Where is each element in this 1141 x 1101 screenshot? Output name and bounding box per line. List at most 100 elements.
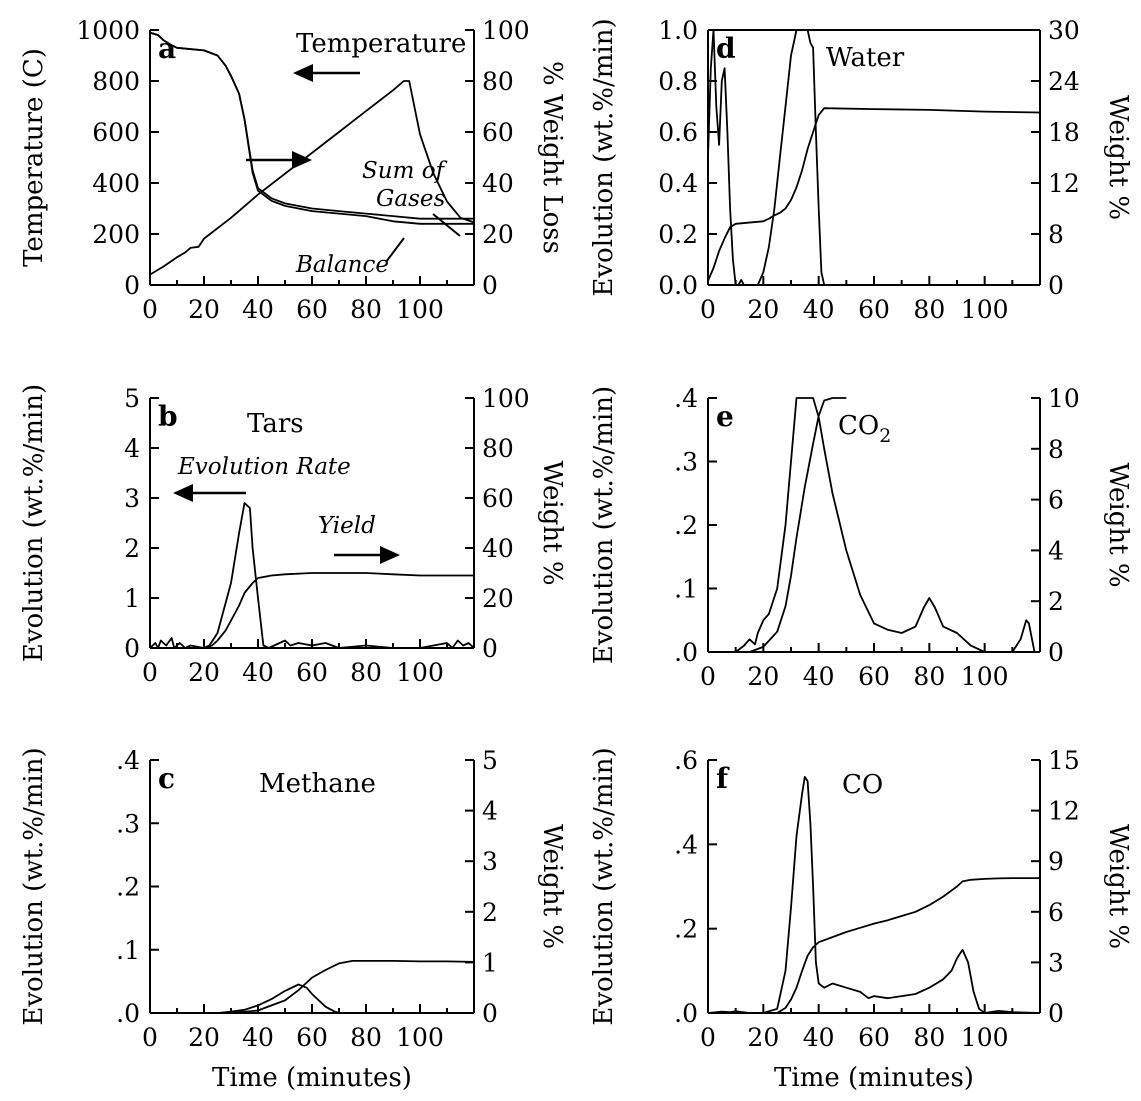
panel-e-letter: e xyxy=(716,400,734,433)
panel-c-y2-tick-label: 3 xyxy=(482,847,498,876)
panel-d-y-tick-label: 0.2 xyxy=(658,220,698,249)
panel-f-x-tick-label: 20 xyxy=(747,1023,779,1052)
panel-c-x-tick-label: 60 xyxy=(296,1023,328,1052)
panel-f-y2-tick-label: 15 xyxy=(1048,746,1080,775)
panel-e-y-tick-label: .2 xyxy=(674,511,698,540)
panel-c-y-tick-label: .1 xyxy=(116,936,140,965)
panel-f-x-tick-label: 80 xyxy=(913,1023,945,1052)
panel-a-y2-tick-label: 40 xyxy=(482,169,514,198)
panel-f-y2-axis-title: Weight % xyxy=(1103,824,1133,949)
panel-c-x-axis-title: Time (minutes) xyxy=(212,1063,412,1093)
panel-b-y2-tick-label: 100 xyxy=(482,384,530,413)
panel-a-y-axis-title: Temperature (C) xyxy=(19,48,49,267)
panel-d-x-tick-label: 80 xyxy=(913,295,945,324)
panel-d-y2-axis-title: Weight % xyxy=(1103,95,1133,220)
panel-e-y-tick-label: .3 xyxy=(674,448,698,477)
panel-e-x-tick-label: 0 xyxy=(700,662,716,691)
panel-a-temperature-line xyxy=(149,80,475,276)
panel-e-x-tick-label: 60 xyxy=(858,662,890,691)
panel-b-letter: b xyxy=(158,400,178,433)
panel-f-y2-tick-label: 6 xyxy=(1048,898,1064,927)
panel-d-yield-line xyxy=(707,107,1041,282)
panel-f-x-tick-label: 60 xyxy=(858,1023,890,1052)
panel-b-y2-tick-label: 0 xyxy=(482,634,498,663)
panel-a-sum-leader xyxy=(432,213,461,237)
panel-c-x-tick-label: 40 xyxy=(242,1023,274,1052)
panel-b-y-tick-label: 0 xyxy=(124,634,140,663)
panel-e-y2-tick-label: 2 xyxy=(1048,587,1064,616)
panel-d-y2-tick-label: 0 xyxy=(1048,271,1064,300)
panel-b-title: Tars xyxy=(247,409,304,439)
panel-a-temperature-annotation: Temperature xyxy=(296,29,466,59)
panel-d-y2-tick-label: 24 xyxy=(1048,67,1080,96)
panel-b-y-tick-label: 3 xyxy=(124,484,140,513)
panel-e-x-tick-label: 20 xyxy=(747,662,779,691)
panel-a-weight-loss-arrow-head xyxy=(292,151,312,169)
panel-d-x-tick-label: 100 xyxy=(961,295,1009,324)
panel-f-y-tick-label: .4 xyxy=(674,830,698,859)
panel-a-x-tick-label: 40 xyxy=(242,295,274,324)
panel-c-x-tick-label: 20 xyxy=(188,1023,220,1052)
panel-f-title: CO xyxy=(842,770,883,800)
panel-f-y-axis-title: Evolution (wt.%/min) xyxy=(589,747,619,1025)
panel-b-x-tick-label: 20 xyxy=(188,658,220,687)
panel-a-x-tick-label: 80 xyxy=(350,295,382,324)
panel-d-y2-tick-label: 12 xyxy=(1048,169,1080,198)
panel-b-x-tick-label: 40 xyxy=(242,658,274,687)
panel-b-yield-annotation: Yield xyxy=(318,513,376,539)
panel-d-y-tick-label: 0.0 xyxy=(658,271,698,300)
panel-b-yield-arrow-head xyxy=(380,546,400,564)
panel-c-y2-tick-label: 2 xyxy=(482,898,498,927)
panel-b-x-tick-label: 80 xyxy=(350,658,382,687)
panel-b-y2-axis-title: Weight % xyxy=(537,460,567,585)
panel-f-evolution-rate-line xyxy=(707,776,1041,1014)
panel-d-y-tick-label: 0.4 xyxy=(658,169,698,198)
panel-c-y-tick-label: .2 xyxy=(116,873,140,902)
panel-e-y2-tick-label: 4 xyxy=(1048,536,1064,565)
panel-b-x-tick-label: 0 xyxy=(142,658,158,687)
panel-a-x-tick-label: 20 xyxy=(188,295,220,324)
panel-a-y2-tick-label: 20 xyxy=(482,220,514,249)
panel-a-y-tick-label: 1000 xyxy=(76,16,140,45)
panel-d-y2-tick-label: 8 xyxy=(1048,220,1064,249)
panel-a-letter: a xyxy=(158,32,176,65)
panel-f-y-tick-label: .6 xyxy=(674,746,698,775)
panel-f-letter: f xyxy=(716,762,730,795)
panel-c-y2-tick-label: 0 xyxy=(482,999,498,1028)
panel-e-x-tick-label: 40 xyxy=(803,662,835,691)
panel-c-y2-tick-label: 5 xyxy=(482,746,498,775)
panel-e-y-tick-label: .1 xyxy=(674,575,698,604)
panel-c-evolution-rate-line xyxy=(150,983,474,1014)
panel-c-y-tick-label: .4 xyxy=(116,746,140,775)
panel-e-y2-tick-label: 8 xyxy=(1048,435,1064,464)
panel-a-y-tick-label: 200 xyxy=(92,220,140,249)
panel-b-rate-arrow-head xyxy=(173,484,193,502)
panel-d-x-tick-label: 40 xyxy=(803,295,835,324)
panel-b-y2-tick-label: 80 xyxy=(482,434,514,463)
panel-d-x-tick-label: 60 xyxy=(858,295,890,324)
panel-a-x-tick-label: 100 xyxy=(396,295,444,324)
panel-a-sum-of-gases-annotation-line1: Sum of xyxy=(362,158,448,184)
panel-e-title-subscript: 2 xyxy=(879,425,891,447)
panel-e-y2-axis-title: Weight % xyxy=(1103,462,1133,587)
panel-a-y-tick-label: 400 xyxy=(92,169,140,198)
panel-f-y-tick-label: .2 xyxy=(674,915,698,944)
panel-f-y2-tick-label: 0 xyxy=(1048,999,1064,1028)
panel-d-y2-tick-label: 30 xyxy=(1048,16,1080,45)
panel-d-y-axis-title: Evolution (wt.%/min) xyxy=(589,18,619,296)
panel-d-y-tick-label: 0.6 xyxy=(658,118,698,147)
panel-a-balance-annotation: Balance xyxy=(295,252,389,278)
panel-a-y2-axis-title: % Weight Loss xyxy=(537,61,567,254)
panel-b-y-tick-label: 2 xyxy=(124,534,140,563)
panel-a-x-tick-label: 60 xyxy=(296,295,328,324)
panel-f-y2-tick-label: 12 xyxy=(1048,797,1080,826)
panel-a-y2-tick-label: 100 xyxy=(482,16,530,45)
panel-a-y-tick-label: 600 xyxy=(92,118,140,147)
panel-f-y2-tick-label: 9 xyxy=(1048,847,1064,876)
panel-f-yield-line xyxy=(708,877,1040,1014)
panel-d-y-tick-label: 0.8 xyxy=(658,67,698,96)
panel-e-x-tick-label: 100 xyxy=(961,662,1009,691)
panel-e-y-tick-label: .0 xyxy=(674,638,698,667)
panel-e-y2-tick-label: 0 xyxy=(1048,638,1064,667)
panel-a-y2-tick-label: 0 xyxy=(482,271,498,300)
